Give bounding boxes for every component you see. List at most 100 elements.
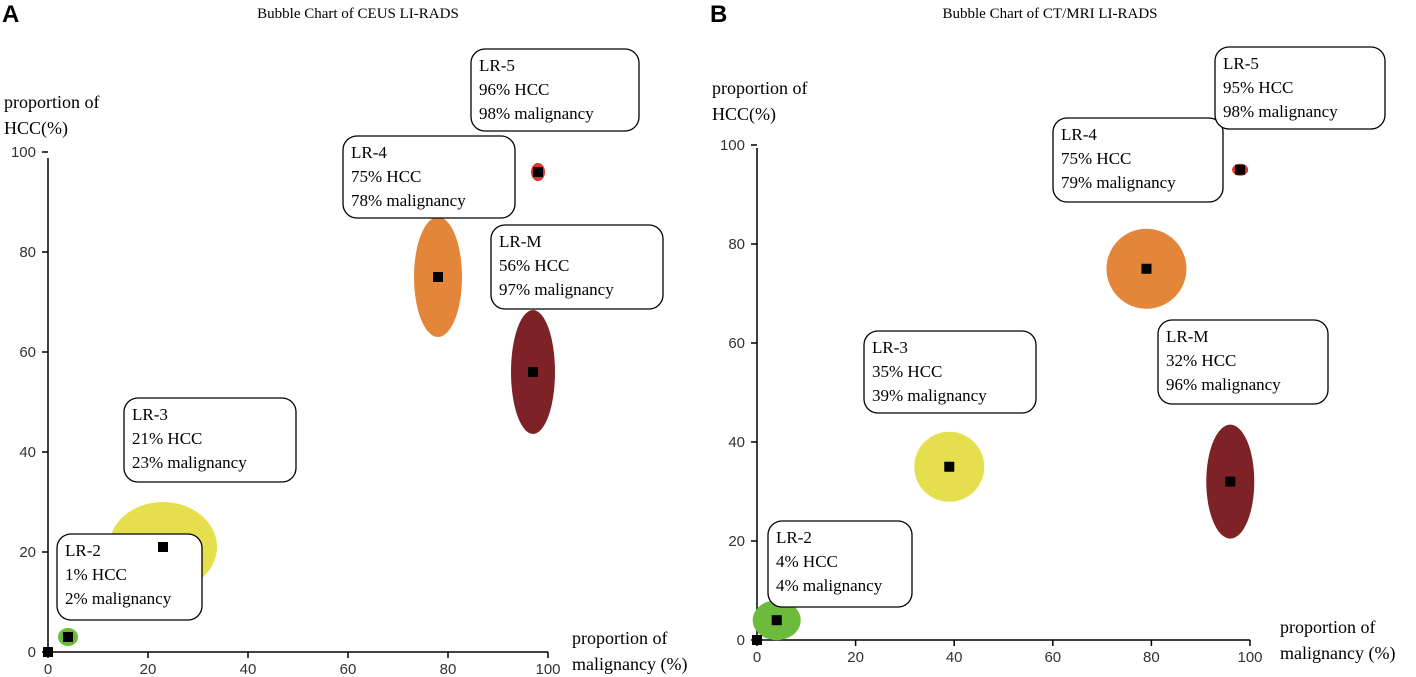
y-tick-label: 60 <box>728 335 745 352</box>
x-tick-label: 40 <box>946 649 963 666</box>
x-tick-label: 0 <box>753 649 761 666</box>
y-axis-label: HCC(%) <box>4 118 68 139</box>
annotation-line: 95% HCC <box>1223 78 1293 97</box>
annotation-line: 97% malignancy <box>499 280 614 299</box>
x-tick-label: 20 <box>847 649 864 666</box>
annotation-lr-m: LR-M 32% HCC 96% malignancy <box>1157 319 1329 405</box>
annotation-lr-3: LR-3 35% HCC 39% malignancy <box>863 330 1037 414</box>
y-tick-label: 20 <box>728 533 745 550</box>
marker-lr-1 <box>752 635 762 645</box>
annotation-line: 96% HCC <box>479 80 549 99</box>
x-axis-label: malignancy (%) <box>572 654 687 675</box>
marker-lr-3 <box>158 542 168 552</box>
annotation-line: 75% HCC <box>1061 149 1131 168</box>
annotation-line: LR-M <box>499 232 542 251</box>
marker-lr-5 <box>533 167 543 177</box>
annotation-lr-m: LR-M 56% HCC 97% malignancy <box>490 224 664 310</box>
annotation-line: 79% malignancy <box>1061 173 1176 192</box>
annotation-box <box>342 135 516 219</box>
annotation-box <box>1214 46 1386 130</box>
annotation-line: LR-M <box>1166 327 1209 346</box>
annotation-line: LR-2 <box>65 541 101 560</box>
annotation-line: 56% HCC <box>499 256 569 275</box>
y-tick-label: 0 <box>28 644 36 661</box>
annotation-box <box>56 533 203 621</box>
annotation-line: 78% malignancy <box>351 191 466 210</box>
chart-title: Bubble Chart of CT/MRI LI-RADS <box>943 6 1158 22</box>
x-tick-label: 20 <box>140 661 157 677</box>
annotation-line: 4% malignancy <box>776 576 883 595</box>
marker-lr-4 <box>1141 263 1152 274</box>
y-axis-label: proportion of <box>712 78 807 98</box>
annotation-box <box>767 520 913 608</box>
annotation-lr-3: LR-3 21% HCC 23% malignancy <box>123 397 297 483</box>
marker-lr-4 <box>433 272 443 282</box>
chart-panel-b: B Bubble Chart of CT/MRI LI-RADS 00 20 20 40 4… <box>710 1 1395 666</box>
y-tick-label: 40 <box>728 434 745 451</box>
y-tick-label: 100 <box>11 144 36 161</box>
annotation-box <box>470 48 640 132</box>
annotation-line: 2% malignancy <box>65 589 172 608</box>
annotation-box <box>1157 319 1329 405</box>
y-tick-label: 100 <box>720 137 745 154</box>
y-tick-label: 20 <box>19 544 36 561</box>
annotation-line: 98% malignancy <box>1223 102 1338 121</box>
annotation-line: LR-3 <box>132 405 168 424</box>
marker-lr-2 <box>63 632 73 642</box>
x-tick-label: 40 <box>240 661 257 677</box>
y-axis-label: HCC(%) <box>712 104 776 125</box>
marker-lr-1 <box>43 647 53 657</box>
annotation-lr-4: LR-4 75% HCC 79% malignancy <box>1052 117 1224 203</box>
y-tick-label: 80 <box>728 236 745 253</box>
chart-panel-a: A Bubble Chart of CEUS LI-RADS 00 20 20 40 40 6… <box>2 1 687 677</box>
annotation-box <box>863 330 1037 414</box>
annotation-lr-4: LR-4 75% HCC 78% malignancy <box>342 135 516 219</box>
annotation-line: 1% HCC <box>65 565 127 584</box>
x-tick-label: 60 <box>340 661 357 677</box>
annotation-lr-5: LR-5 96% HCC 98% malignancy <box>470 48 640 132</box>
annotation-box <box>1052 117 1224 203</box>
x-axis-label: malignancy (%) <box>1280 643 1395 664</box>
marker-lr-3 <box>944 461 955 472</box>
x-tick-label: 60 <box>1044 649 1061 666</box>
annotation-line: 96% malignancy <box>1166 375 1281 394</box>
annotation-line: LR-2 <box>776 528 812 547</box>
annotation-line: 98% malignancy <box>479 104 594 123</box>
annotation-line: 35% HCC <box>872 362 942 381</box>
x-tick-label: 80 <box>1143 649 1160 666</box>
annotation-line: LR-4 <box>351 143 387 162</box>
annotation-lr-2: LR-2 4% HCC 4% malignancy <box>767 520 913 608</box>
annotation-line: LR-3 <box>872 338 908 357</box>
marker-lr-5 <box>1235 164 1246 175</box>
chart-title: Bubble Chart of CEUS LI-RADS <box>257 6 459 22</box>
marker-lr-m <box>1225 476 1236 487</box>
y-tick-label: 80 <box>19 244 36 261</box>
annotation-line: 23% malignancy <box>132 453 247 472</box>
y-tick-label: 60 <box>19 344 36 361</box>
x-tick-label: 0 <box>44 661 52 677</box>
x-axis-label: proportion of <box>572 628 667 648</box>
x-tick-label: 100 <box>535 661 560 677</box>
annotation-line: 39% malignancy <box>872 386 987 405</box>
annotation-line: LR-4 <box>1061 125 1097 144</box>
x-tick-label: 100 <box>1237 649 1262 666</box>
annotation-line: 4% HCC <box>776 552 838 571</box>
x-tick-label: 80 <box>440 661 457 677</box>
annotation-box <box>123 397 297 483</box>
marker-lr-2 <box>771 615 782 626</box>
annotation-lr-2: LR-2 1% HCC 2% malignancy <box>56 533 203 621</box>
annotation-box <box>490 224 664 310</box>
panel-letter: A <box>2 1 19 28</box>
annotation-line: LR-5 <box>1223 54 1259 73</box>
annotation-lr-5: LR-5 95% HCC 98% malignancy <box>1214 46 1386 130</box>
y-tick-label: 0 <box>737 632 745 649</box>
annotation-line: 75% HCC <box>351 167 421 186</box>
y-tick-label: 40 <box>19 444 36 461</box>
annotation-line: 32% HCC <box>1166 351 1236 370</box>
panel-letter: B <box>710 1 727 28</box>
annotation-line: 21% HCC <box>132 429 202 448</box>
annotation-line: LR-5 <box>479 56 515 75</box>
marker-lr-m <box>528 367 538 377</box>
x-axis-label: proportion of <box>1280 617 1375 637</box>
